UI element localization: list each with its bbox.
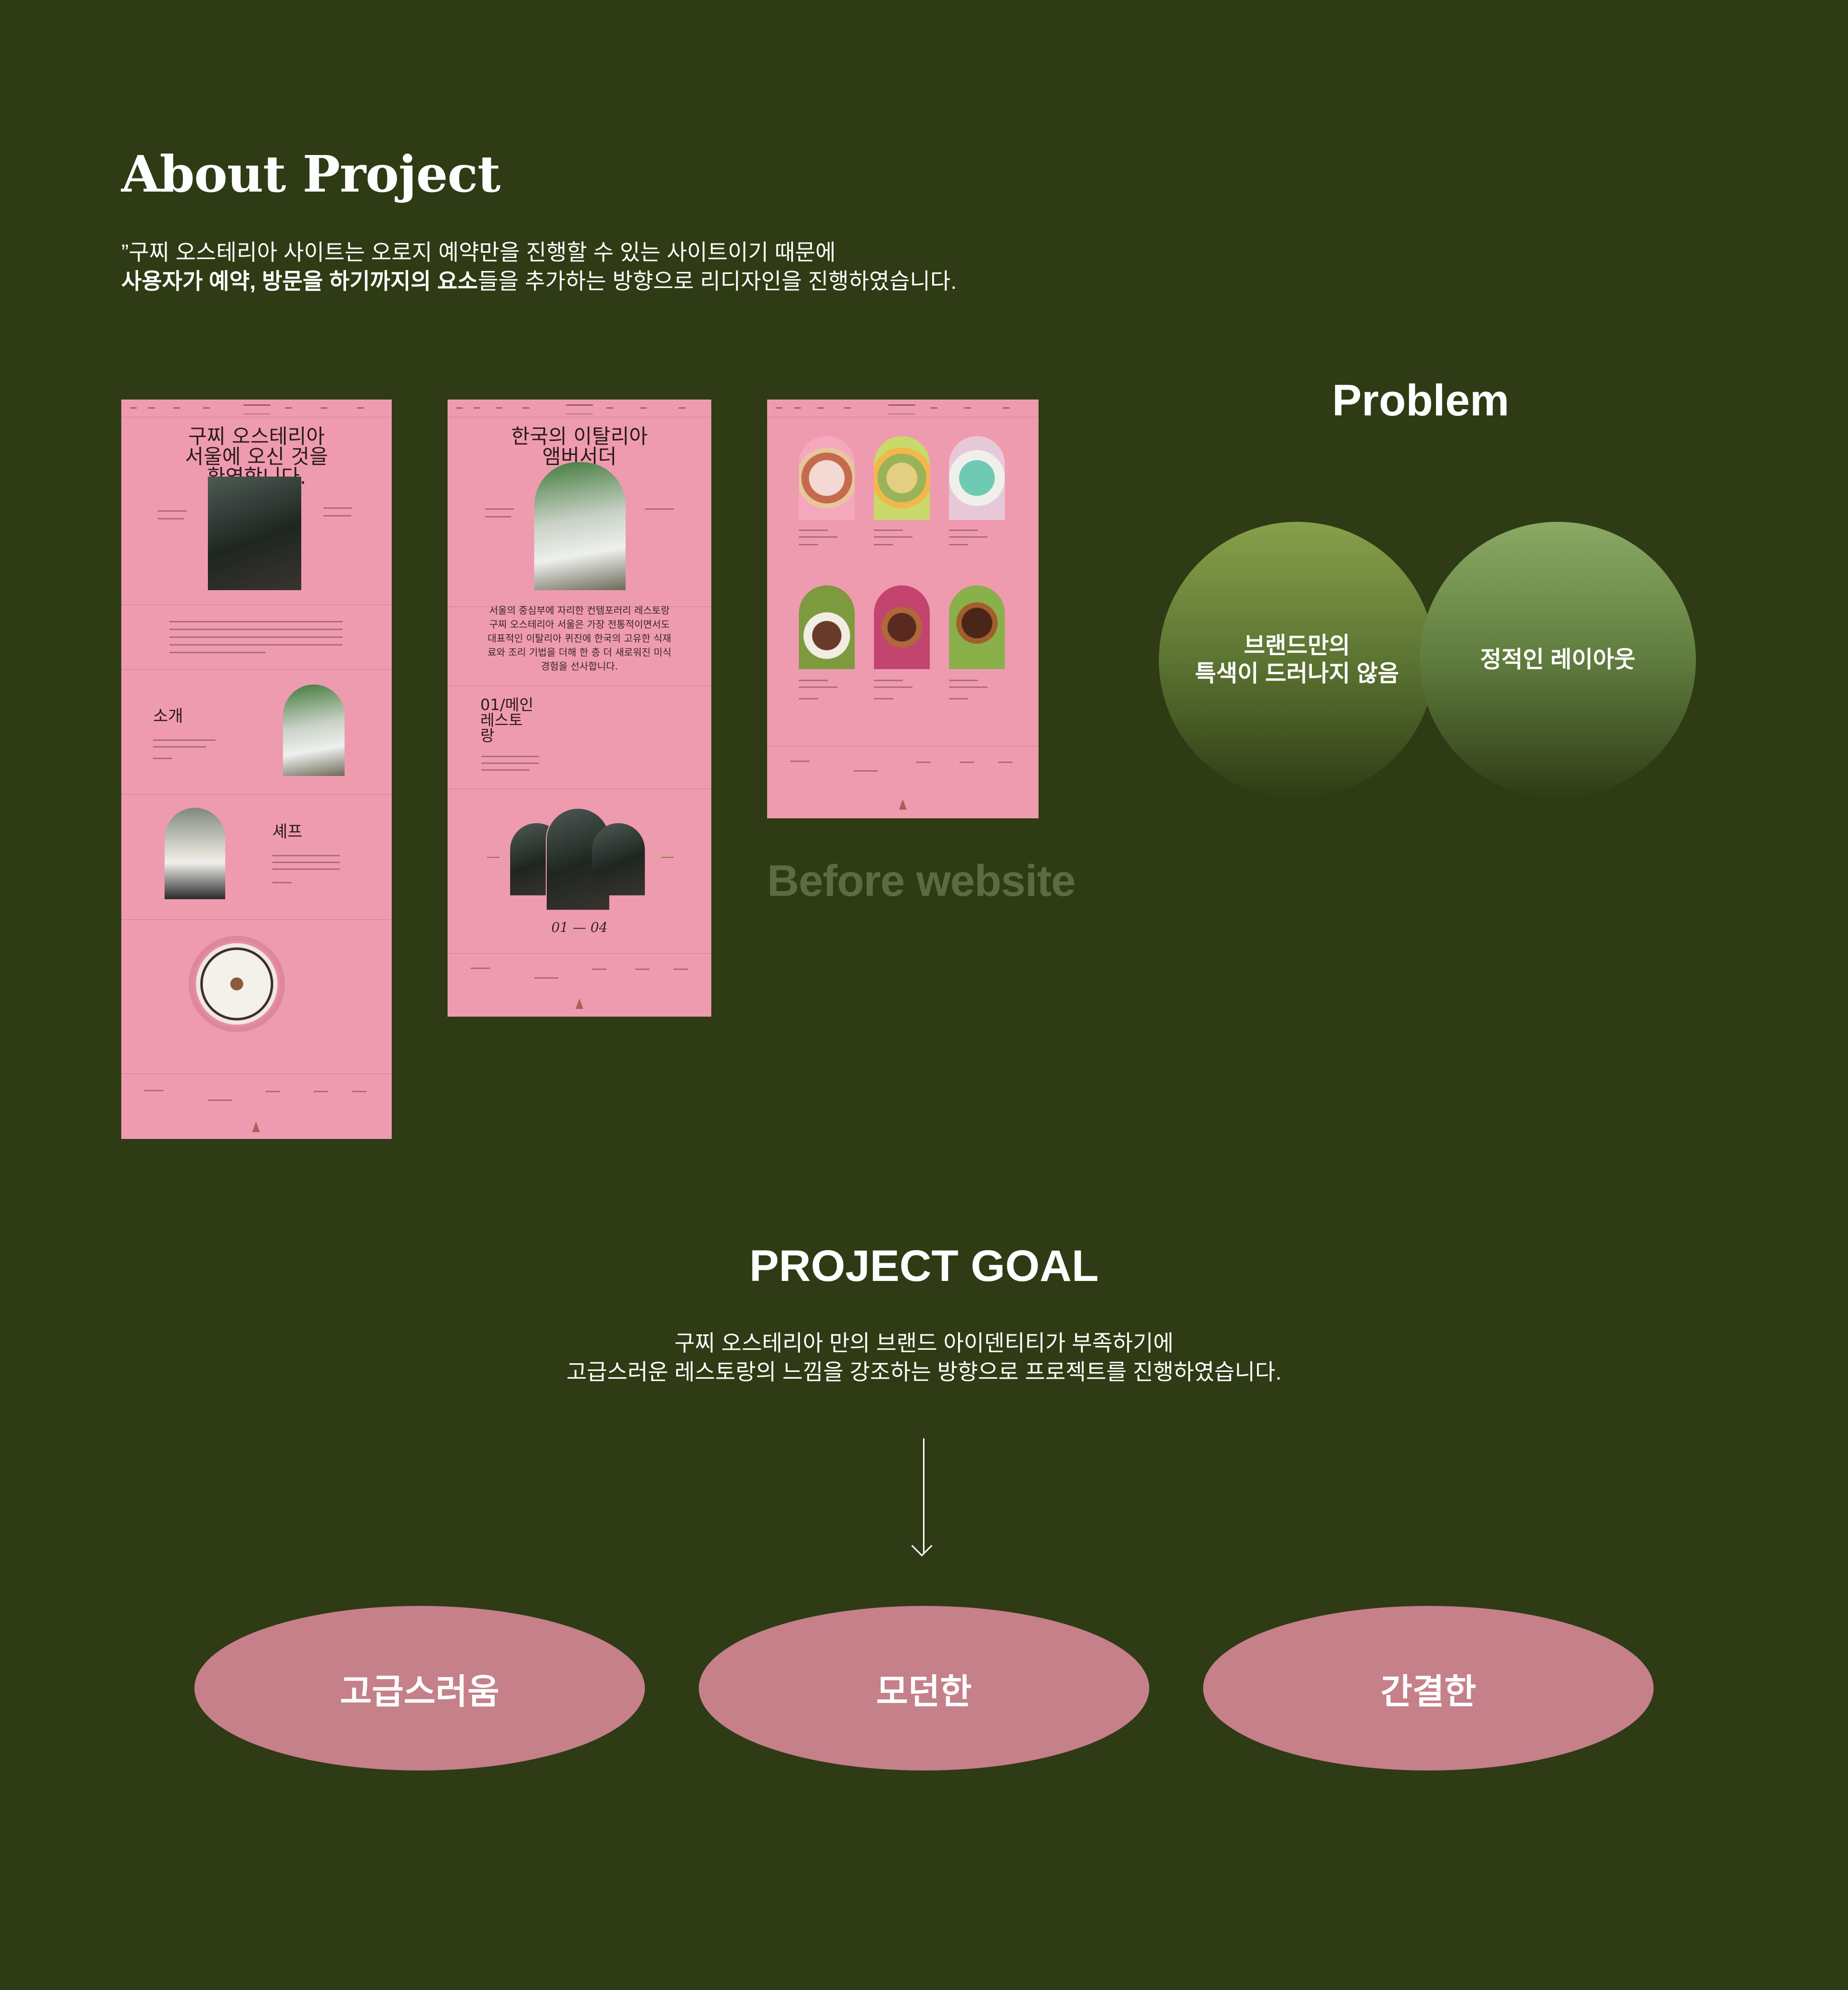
down-arrow-head-icon bbox=[911, 1535, 933, 1557]
mockup-menu-page bbox=[767, 400, 1039, 818]
mockup-nav bbox=[448, 400, 711, 417]
mockup-about-page: 한국의 이탈리아 앰버서더 서울의 중심부에 자리한 컨템포러리 레스토랑 구찌… bbox=[448, 400, 711, 1017]
para-line: 료와 조리 기법을 더해 한 층 더 새로워진 미식 bbox=[487, 646, 672, 658]
footer-tree-icon bbox=[252, 1122, 260, 1132]
problem-circle-brand: 브랜드만의 특색이 드러나지 않음 bbox=[1159, 522, 1435, 798]
about-title: About Project bbox=[121, 144, 500, 204]
dining-room-photo bbox=[534, 462, 626, 590]
keyword-luxurious: 고급스러움 bbox=[194, 1606, 645, 1770]
about-desc-rest: 들을 추가하는 방향으로 리디자인을 진행하였습니다. bbox=[478, 269, 957, 294]
mockup-nav bbox=[767, 400, 1039, 417]
about-description: ”구찌 오스테리아 사이트는 오로지 예약만을 진행할 수 있는 사이트이기 때… bbox=[121, 238, 957, 296]
menu-item-photo bbox=[799, 436, 855, 520]
about-desc-line1: ”구찌 오스테리아 사이트는 오로지 예약만을 진행할 수 있는 사이트이기 때… bbox=[121, 240, 836, 265]
section-intro-title: 소개 bbox=[153, 707, 183, 726]
menu-item-photo bbox=[949, 585, 1005, 669]
down-arrow-icon bbox=[923, 1438, 924, 1554]
para-line: 서울의 중심부에 자리한 컨템포러리 레스토랑 bbox=[489, 605, 670, 616]
interior-photo bbox=[283, 685, 345, 776]
hero-line: 구찌 오스테리아 bbox=[188, 425, 325, 448]
footer-tree-icon bbox=[899, 799, 907, 810]
para-line: 구찌 오스테리아 서울은 가장 전통적이면서도 bbox=[489, 619, 670, 630]
menu-item-photo bbox=[949, 436, 1005, 520]
before-website-label: Before website bbox=[767, 856, 1076, 905]
hero-line: 한국의 이탈리아 bbox=[511, 425, 648, 448]
intro-paragraph: 서울의 중심부에 자리한 컨템포러리 레스토랑 구찌 오스테리아 서울은 가장 … bbox=[467, 604, 692, 673]
menu-heading: 01/메인 레스토 랑 bbox=[480, 697, 533, 743]
menu-heading-line: 레스토 bbox=[480, 711, 523, 729]
problem-circle-layout: 정적인 레이아웃 bbox=[1420, 522, 1696, 798]
gallery-next-arrow[interactable] bbox=[661, 857, 674, 858]
chef-photo bbox=[165, 808, 225, 899]
gallery-pager: 01 — 04 bbox=[551, 919, 608, 935]
menu-heading-line: 01/메인 bbox=[480, 696, 534, 714]
mockup-nav bbox=[121, 400, 392, 417]
keyword-modern: 모던한 bbox=[699, 1606, 1149, 1770]
dish-plate-photo bbox=[193, 941, 280, 1027]
menu-item-photo bbox=[799, 585, 855, 669]
para-line: 경험을 선사합니다. bbox=[541, 660, 618, 672]
about-desc-line2: 사용자가 예약, 방문을 하기까지의 요소들을 추가하는 방향으로 리디자인을 … bbox=[121, 267, 957, 296]
project-goal-title: PROJECT GOAL bbox=[749, 1241, 1099, 1291]
menu-item-photo bbox=[874, 585, 930, 669]
restaurant-photo bbox=[208, 477, 301, 590]
project-goal-description: 구찌 오스테리아 만의 브랜드 아이덴티티가 부족하기에 고급스러운 레스토랑의… bbox=[0, 1329, 1848, 1386]
para-line: 대표적인 이탈리아 퀴진에 한국의 고유한 식재 bbox=[488, 633, 671, 644]
gallery-photo-right bbox=[592, 823, 645, 895]
gallery-prev-arrow[interactable] bbox=[487, 857, 500, 858]
about-desc-bold: 사용자가 예약, 방문을 하기까지의 요소 bbox=[121, 269, 478, 294]
section-chef-title: 셰프 bbox=[272, 822, 303, 841]
keyword-simple: 간결한 bbox=[1203, 1606, 1654, 1770]
problem-text: 브랜드만의 bbox=[1244, 633, 1350, 659]
problem-text: 정적인 레이아웃 bbox=[1480, 647, 1636, 672]
menu-heading-line: 랑 bbox=[480, 726, 495, 745]
problem-text: 특색이 드러나지 않음 bbox=[1194, 661, 1399, 686]
mockup-hero-title: 한국의 이탈리아 앰버서더 bbox=[448, 426, 711, 467]
goal-desc-line1: 구찌 오스테리아 만의 브랜드 아이덴티티가 부족하기에 bbox=[674, 1331, 1174, 1356]
hero-line: 서울에 오신 것을 bbox=[185, 445, 328, 468]
footer-tree-icon bbox=[576, 998, 583, 1009]
problem-title: Problem bbox=[1332, 376, 1510, 425]
goal-desc-line2: 고급스러운 레스토랑의 느낌을 강조하는 방향으로 프로젝트를 진행하였습니다. bbox=[566, 1359, 1282, 1384]
mockup-home-page: 구찌 오스테리아 서울에 오신 것을 환영합니다. 소개 셰프 bbox=[121, 400, 392, 1139]
menu-item-photo bbox=[874, 436, 930, 520]
